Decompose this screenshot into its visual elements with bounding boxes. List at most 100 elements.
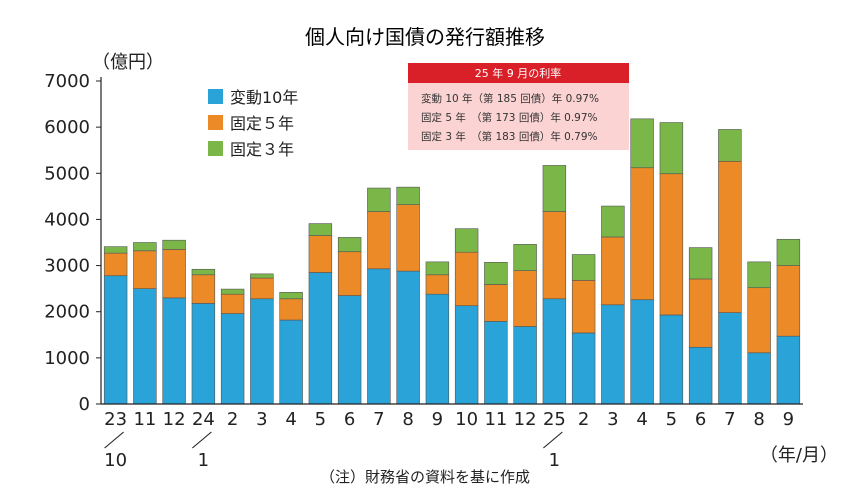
bar-segment-1-24 — [776, 335, 801, 405]
bar-segment-2-5 — [220, 293, 245, 314]
bar-segment-2-9 — [337, 251, 362, 296]
bar-segment-3-22 — [718, 129, 742, 162]
bar-segment-3-18 — [601, 205, 625, 238]
y-tick-label: 5000 — [44, 163, 90, 184]
bar-segment-2-7 — [279, 298, 303, 321]
x-tick-label: 25 — [543, 409, 566, 430]
bar-segment-2-1 — [103, 252, 128, 277]
chart-title: 個人向け国債の発行額推移 — [305, 25, 545, 49]
x-tick-label: 11 — [484, 409, 507, 430]
bar-segment-1-19 — [630, 299, 654, 405]
x-tick-labels: 23 11 12 24 2 3 4 5 6 7 8 9 10 11 12 25 2 3 4 5 6 7 8 9 — [104, 409, 794, 430]
legend-swatch-2 — [208, 115, 223, 130]
x-tick-label: 24 — [192, 409, 215, 430]
year-mark-slash — [192, 431, 212, 449]
bar-segment-1-14 — [484, 321, 508, 405]
y-unit-label: （億円） — [92, 52, 164, 73]
bar-segment-3-24 — [776, 238, 801, 266]
bar-segment-3-19 — [630, 118, 654, 169]
x-tick-label: 5 — [315, 409, 326, 430]
bar-segment-3-3 — [162, 239, 186, 250]
bar-segment-1-7 — [279, 319, 303, 405]
legend-label-2: 固定５年 — [230, 114, 294, 133]
axes-layer — [100, 77, 803, 405]
legend-swatch-1 — [208, 89, 223, 104]
legend-label-1: 変動10年 — [230, 88, 298, 107]
bar-segment-3-1 — [103, 246, 128, 254]
rate-row-floating-10y: 変動 10 年（第 185 回債）年 0.97% — [421, 92, 599, 105]
bar-segment-1-4 — [191, 303, 216, 405]
bar-segment-3-13 — [454, 228, 479, 253]
bar-segment-1-15 — [513, 326, 537, 405]
bar-segment-3-12 — [425, 261, 450, 276]
bar-segment-1-11 — [396, 270, 420, 405]
y-tick-label: 6000 — [44, 117, 90, 138]
year-mark-label: 10 — [104, 450, 127, 471]
y-tick-labels: 0 1000 2000 3000 4000 5000 6000 7000 — [44, 71, 101, 415]
bar-segment-2-18 — [601, 236, 625, 306]
rate-info-box-body — [408, 83, 629, 150]
bar-segment-1-22 — [718, 312, 742, 405]
rate-row-fixed-3y: 固定 3 年 （第 183 回債）年 0.79% — [421, 130, 598, 143]
bar-segment-1-10 — [367, 268, 391, 405]
bar-segment-2-14 — [484, 284, 508, 322]
year-mark-label: 1 — [549, 450, 560, 471]
y-tick-label: 1000 — [44, 348, 90, 369]
bar-segment-1-20 — [659, 314, 684, 405]
bar-segment-2-3 — [162, 249, 186, 299]
bar-segment-2-15 — [513, 270, 537, 327]
x-tick-label: 4 — [636, 409, 647, 430]
bar-segment-2-23 — [747, 287, 771, 354]
bar-segment-3-20 — [659, 122, 684, 175]
bar-segment-3-23 — [747, 261, 771, 289]
x-tick-label: 7 — [724, 409, 735, 430]
bar-segment-2-22 — [718, 160, 742, 313]
bar-segment-1-18 — [601, 304, 625, 405]
bar-segment-3-5 — [220, 288, 245, 295]
bar-segment-1-9 — [337, 295, 362, 405]
x-unit-label: （年/月） — [760, 445, 838, 466]
year-marks: 10 1 1 — [104, 431, 563, 471]
x-tick-label: 4 — [285, 409, 296, 430]
bar-segment-2-13 — [454, 251, 479, 307]
x-tick-label: 6 — [344, 409, 355, 430]
bar-segment-1-17 — [571, 332, 596, 405]
rate-info-box-header: 25 年 9 月の利率 — [475, 66, 562, 80]
source-note: （注）財務省の資料を基に作成 — [320, 468, 530, 486]
bar-segment-2-17 — [571, 280, 596, 334]
x-tick-label: 2 — [578, 409, 589, 430]
x-tick-label: 12 — [163, 409, 186, 430]
bar-segment-2-8 — [308, 235, 333, 273]
bar-segment-1-2 — [133, 288, 157, 405]
bar-segment-3-2 — [133, 242, 157, 252]
bar-segment-2-4 — [191, 274, 216, 304]
bar-segment-2-24 — [776, 265, 801, 337]
bar-segment-3-7 — [279, 292, 303, 300]
year-mark-slash — [543, 431, 563, 449]
rate-info-box: 25 年 9 月の利率 変動 10 年（第 185 回債）年 0.97% 固定 … — [408, 63, 629, 150]
y-tick-label: 3000 — [44, 256, 90, 277]
legend-swatch-3 — [208, 141, 223, 156]
x-tick-label: 11 — [133, 409, 156, 430]
bar-segment-2-16 — [542, 211, 567, 300]
x-tick-label: 23 — [104, 409, 127, 430]
x-tick-label: 9 — [432, 409, 443, 430]
y-tick-label: 7000 — [44, 71, 90, 92]
x-tick-label: 2 — [227, 409, 238, 430]
year-mark-label: 1 — [198, 450, 209, 471]
bar-segment-3-10 — [367, 187, 391, 212]
y-tick-label: 0 — [79, 394, 90, 415]
bar-segment-2-6 — [250, 277, 274, 300]
bar-segment-2-20 — [659, 173, 684, 316]
bar-segment-2-2 — [133, 250, 157, 289]
y-tick-label: 4000 — [44, 209, 90, 230]
x-tick-label: 7 — [373, 409, 384, 430]
x-tick-label: 3 — [607, 409, 618, 430]
bar-segment-2-21 — [688, 278, 713, 348]
bar-segment-1-1 — [103, 275, 128, 405]
bar-segment-2-12 — [425, 274, 450, 295]
bar-segment-3-11 — [396, 186, 420, 205]
bar-segment-3-15 — [513, 244, 537, 271]
bar-segment-3-16 — [542, 165, 567, 212]
